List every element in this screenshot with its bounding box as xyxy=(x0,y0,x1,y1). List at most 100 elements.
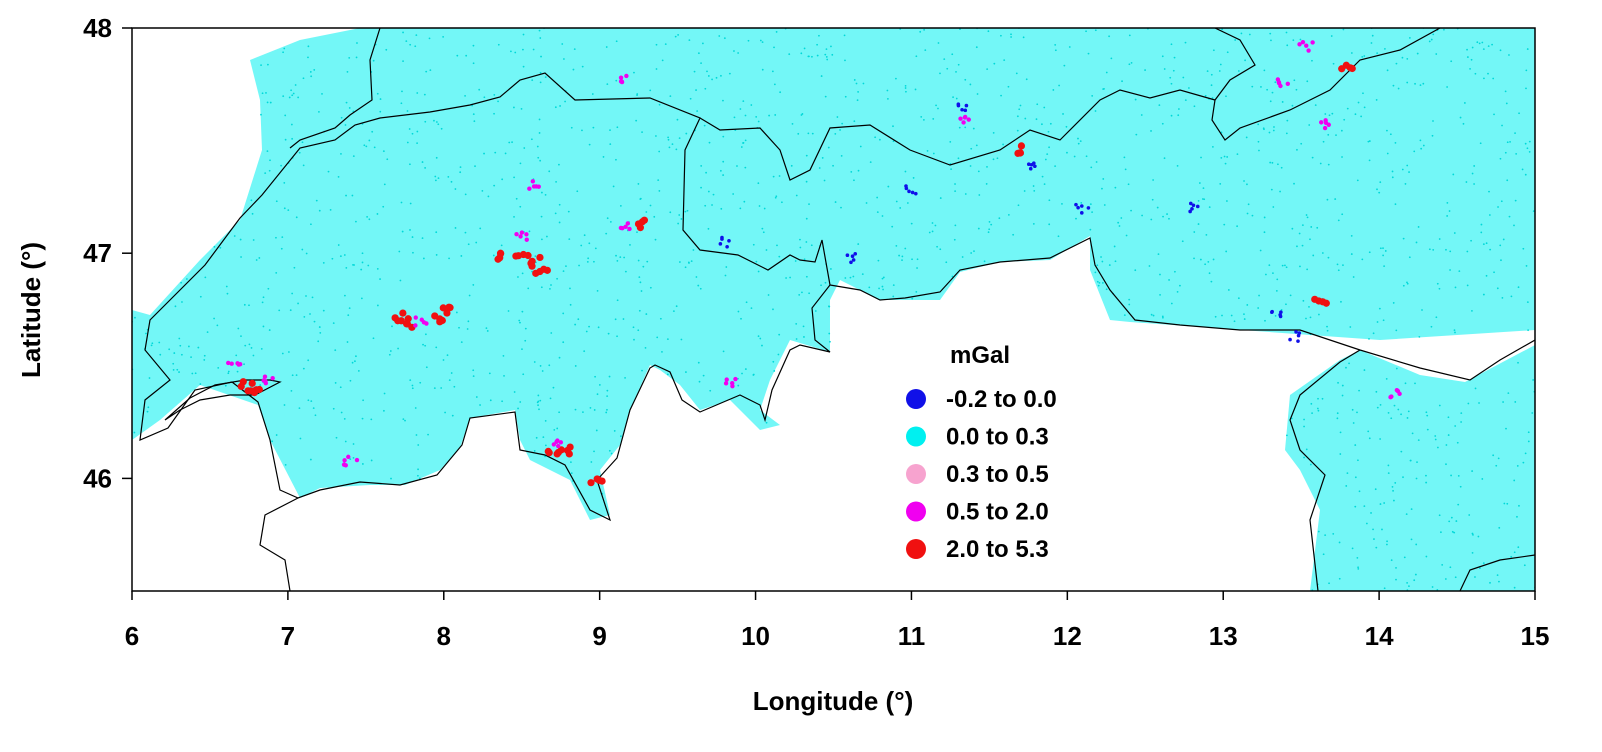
station-dot xyxy=(1431,586,1434,588)
station-dot xyxy=(146,410,149,413)
station-dot xyxy=(1016,129,1019,132)
station-dot xyxy=(539,71,542,74)
station-dot xyxy=(700,186,702,189)
station-dot xyxy=(719,169,722,172)
station-dot xyxy=(737,310,740,313)
station-dot xyxy=(588,143,591,146)
station-dot xyxy=(1403,556,1406,559)
station-dot xyxy=(1321,252,1324,254)
station-dot xyxy=(203,359,206,361)
station-dot xyxy=(1438,514,1441,517)
station-dot xyxy=(820,75,823,77)
station-dot xyxy=(1210,73,1213,76)
station-dot xyxy=(402,31,404,34)
station-dot xyxy=(844,95,847,98)
station-dot xyxy=(219,246,222,249)
station-dot xyxy=(671,143,674,145)
station-dot xyxy=(179,344,182,347)
station-dot xyxy=(922,118,925,121)
station-dot xyxy=(702,42,704,45)
station-dot xyxy=(1368,337,1370,340)
anomaly-point xyxy=(618,75,624,80)
station-dot xyxy=(1140,114,1143,116)
station-dot xyxy=(951,53,954,56)
station-dot xyxy=(1406,417,1409,419)
station-dot xyxy=(268,169,271,172)
station-dot xyxy=(1245,136,1248,139)
station-dot xyxy=(785,277,787,279)
station-dot xyxy=(752,374,755,376)
station-dot xyxy=(1015,72,1018,75)
station-dot xyxy=(1500,259,1502,262)
station-dot xyxy=(853,120,856,123)
station-dot xyxy=(1318,313,1320,316)
station-dot xyxy=(1440,531,1442,534)
station-dot xyxy=(1483,77,1485,80)
station-dot xyxy=(602,156,605,158)
station-dot xyxy=(1299,38,1302,41)
station-dot xyxy=(1449,269,1451,271)
station-dot xyxy=(422,343,424,346)
station-dot xyxy=(1391,176,1394,179)
station-dot xyxy=(975,46,978,49)
station-dot xyxy=(1408,585,1410,588)
station-dot xyxy=(544,444,547,447)
station-dot xyxy=(800,52,803,55)
station-dot xyxy=(1368,159,1371,162)
station-dot xyxy=(408,128,411,130)
station-dot xyxy=(1048,146,1050,149)
station-dot xyxy=(1401,56,1404,59)
anomaly-point xyxy=(1195,204,1200,209)
switzerland-border xyxy=(139,72,831,522)
station-dot xyxy=(592,126,595,129)
station-dot xyxy=(1387,412,1390,414)
station-dot xyxy=(1466,48,1468,51)
station-dot xyxy=(892,295,895,298)
station-dot xyxy=(539,37,542,39)
station-dot xyxy=(1406,282,1409,285)
station-dot xyxy=(1448,520,1451,523)
station-dot xyxy=(1363,106,1366,109)
station-dot xyxy=(415,434,418,436)
station-dot xyxy=(294,84,297,86)
anomaly-point xyxy=(1190,207,1194,211)
station-dot xyxy=(370,459,373,462)
station-dot xyxy=(801,291,803,294)
station-dot xyxy=(556,277,559,280)
station-dot xyxy=(1408,171,1410,173)
station-dot xyxy=(821,157,824,159)
station-dot xyxy=(472,62,475,65)
station-dot xyxy=(725,266,728,268)
station-dot xyxy=(881,277,884,280)
station-dot xyxy=(366,215,368,218)
station-dot xyxy=(1188,87,1190,89)
station-dot xyxy=(1508,54,1510,56)
station-dot xyxy=(964,126,967,129)
station-dot xyxy=(1470,239,1472,242)
station-dot xyxy=(688,262,690,264)
anomaly-point xyxy=(1079,211,1084,215)
x-axis: 6 7 8 9 10 11 12 13 14 15 xyxy=(125,591,1549,651)
station-dot xyxy=(1269,32,1272,35)
station-dot xyxy=(606,395,609,397)
station-dot xyxy=(703,124,706,127)
station-dot xyxy=(382,150,385,153)
station-dot xyxy=(892,125,894,128)
station-dot xyxy=(530,138,533,141)
station-dot xyxy=(901,259,903,262)
station-dot xyxy=(376,213,379,215)
station-dot xyxy=(1432,249,1435,251)
station-dot xyxy=(616,335,618,338)
station-dot xyxy=(1340,300,1342,303)
station-dot xyxy=(331,257,334,260)
station-dot xyxy=(351,194,354,197)
station-dot xyxy=(1338,577,1341,580)
station-dot xyxy=(765,249,768,251)
station-dot xyxy=(912,177,915,179)
station-dot xyxy=(1454,331,1456,334)
station-dot xyxy=(1285,303,1287,306)
station-dot xyxy=(1348,362,1350,365)
anomaly-point xyxy=(545,449,553,457)
station-dot xyxy=(834,132,837,135)
station-dot xyxy=(1474,72,1477,75)
